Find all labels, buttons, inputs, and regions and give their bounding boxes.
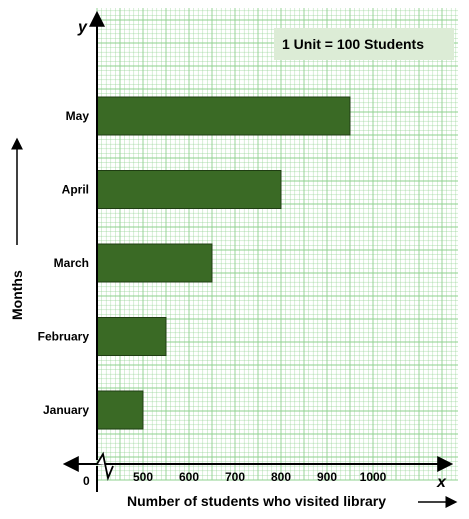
x-axis-letter: x	[436, 474, 447, 491]
x-tick-label-900: 900	[317, 470, 337, 484]
bar-april	[96, 170, 282, 209]
bar-february	[96, 317, 167, 356]
scale-legend-box	[274, 28, 454, 60]
x-tick-label-600: 600	[179, 470, 199, 484]
category-label-february: February	[38, 330, 90, 344]
bar-january	[96, 390, 144, 430]
x-tick-label-1000: 1000	[360, 470, 387, 484]
bars	[96, 96, 351, 430]
y-axis-title: Months	[9, 270, 25, 320]
scale-legend-text: 1 Unit = 100 Students	[282, 36, 424, 52]
bar-march	[96, 243, 213, 283]
category-label-march: March	[54, 256, 89, 270]
x-tick-label-700: 700	[225, 470, 245, 484]
axes	[62, 10, 454, 492]
origin-label: 0	[83, 474, 90, 488]
x-tick-label-800: 800	[271, 470, 291, 484]
axis-break-mark	[96, 451, 114, 482]
category-label-april: April	[62, 183, 89, 197]
x-axis-title: Number of students who visited library	[127, 493, 386, 509]
bar-may	[96, 96, 351, 136]
x-tick-labels: 500 600 700 800 900 1000	[133, 470, 387, 484]
x-tick-label-500: 500	[133, 470, 153, 484]
category-label-may: May	[66, 109, 90, 123]
scale-legend: 1 Unit = 100 Students	[274, 28, 454, 60]
category-label-january: January	[43, 403, 89, 417]
category-labels: January February March April May	[38, 109, 90, 417]
y-axis-letter: y	[77, 19, 88, 36]
